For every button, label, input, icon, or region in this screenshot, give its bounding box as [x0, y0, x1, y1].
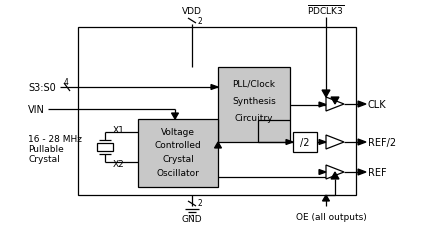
Text: $\overline{\mathsf{PDCLK3}}$: $\overline{\mathsf{PDCLK3}}$ [307, 3, 345, 17]
Bar [293, 132, 317, 152]
Text: Controlled: Controlled [155, 141, 201, 150]
Text: PLL/Clock: PLL/Clock [232, 80, 276, 89]
Text: Synthesis: Synthesis [232, 97, 276, 106]
Text: 2: 2 [197, 199, 202, 208]
Text: CLK: CLK [368, 99, 387, 110]
Polygon shape [326, 135, 344, 149]
Bar [97, 143, 113, 151]
Text: REF: REF [368, 167, 387, 177]
Bar [78, 28, 356, 195]
Text: 4: 4 [64, 78, 68, 87]
Text: OE (all outputs): OE (all outputs) [295, 213, 366, 222]
Polygon shape [331, 98, 339, 105]
Polygon shape [319, 170, 326, 175]
Text: X2: X2 [113, 160, 125, 169]
Polygon shape [358, 101, 366, 108]
Polygon shape [358, 169, 366, 175]
Polygon shape [172, 113, 178, 119]
Text: Crystal: Crystal [28, 155, 60, 164]
Text: Oscillator: Oscillator [156, 168, 200, 177]
Text: 2: 2 [197, 17, 202, 26]
Text: REF/2: REF/2 [368, 137, 396, 147]
Text: Voltage: Voltage [161, 127, 195, 136]
Polygon shape [331, 172, 339, 179]
Text: GND: GND [182, 215, 202, 223]
Polygon shape [211, 85, 218, 90]
Text: X1: X1 [113, 126, 125, 135]
Text: Pullable: Pullable [28, 145, 64, 154]
Polygon shape [286, 140, 293, 145]
Text: Circuitry: Circuitry [235, 114, 273, 123]
Text: 16 - 28 MHz: 16 - 28 MHz [28, 135, 82, 144]
Polygon shape [215, 142, 222, 148]
Text: Crystal: Crystal [162, 154, 194, 163]
Text: S3:S0: S3:S0 [28, 83, 56, 93]
Polygon shape [323, 195, 330, 201]
Polygon shape [358, 139, 366, 145]
Polygon shape [319, 140, 326, 145]
Polygon shape [326, 98, 344, 112]
Bar [138, 119, 218, 187]
Bar [218, 68, 290, 142]
Text: VIN: VIN [28, 105, 45, 115]
Polygon shape [322, 91, 330, 98]
Text: /2: /2 [300, 137, 310, 147]
Polygon shape [326, 165, 344, 179]
Text: VDD: VDD [182, 7, 202, 16]
Polygon shape [319, 103, 326, 108]
